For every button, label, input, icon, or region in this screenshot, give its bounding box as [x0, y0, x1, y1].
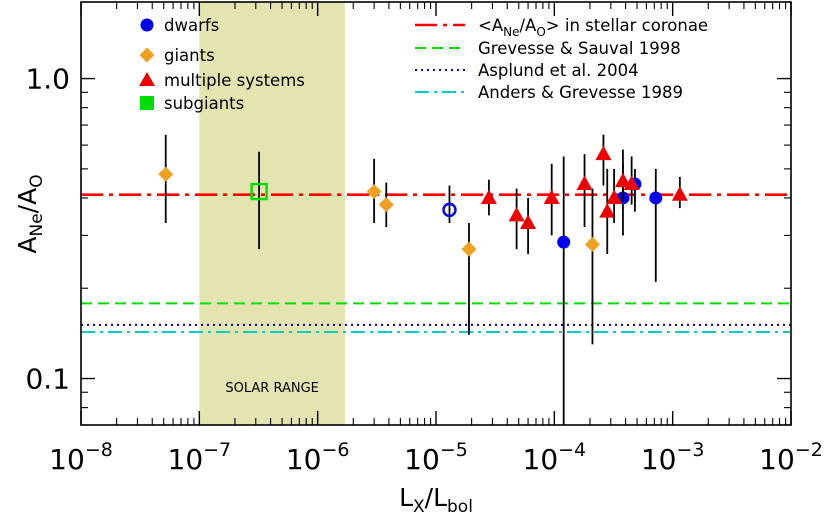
legend-refline-1-label: <ANe/AO> in stellar coronae [478, 16, 708, 39]
legend-dwarfs-marker [140, 18, 154, 32]
y-tick-label: 0.1 [25, 363, 70, 396]
multiple-systems-point-8 [606, 189, 623, 204]
legend-giants-marker [139, 47, 155, 63]
legend-giants-label: giants [164, 46, 215, 65]
y-axis-label: ANe/AO [13, 174, 47, 253]
legend-refline-2-label: Grevesse & Sauval 1998 [478, 39, 681, 58]
multiple-systems-point-10 [623, 175, 640, 191]
legend-multiple-systems-marker [139, 72, 155, 86]
x-axis-label: LX/Lbol [399, 483, 473, 516]
giants-point-5 [584, 236, 600, 252]
legend-refline-3-label: Asplund et al. 2004 [478, 61, 639, 80]
dwarfs-point-2 [557, 235, 571, 249]
multiple-systems-point-6 [595, 145, 612, 161]
x-tick-label: 10−5 [404, 439, 468, 476]
x-tick-label: 10−4 [523, 439, 587, 476]
subgiants-point-1 [250, 182, 268, 201]
multiple-systems-point-1 [480, 189, 497, 204]
dwarfs-point-1 [442, 202, 457, 218]
x-tick-label: 10−2 [759, 439, 823, 476]
legend-subgiants-label: subgiants [164, 94, 244, 113]
x-tick-label: 10−7 [168, 439, 232, 476]
legend-refline-4-label: Anders & Grevesse 1989 [478, 83, 683, 102]
y-tick-label: 1.0 [25, 63, 70, 96]
dwarfs-point-5 [649, 191, 663, 205]
multiple-systems-point-9 [614, 172, 631, 188]
solar-range-label: SOLAR RANGE [225, 381, 319, 396]
legend-dwarfs-label: dwarfs [164, 16, 219, 35]
x-tick-label: 10−3 [641, 439, 705, 476]
x-tick-label: 10−6 [286, 439, 350, 476]
giants-point-3 [378, 197, 394, 213]
legend-subgiants-marker [140, 96, 154, 110]
plot-frame [80, 1, 792, 426]
multiple-systems-point-5 [576, 175, 593, 191]
multiple-systems-point-11 [671, 186, 688, 201]
multiple-systems-point-2 [508, 206, 525, 222]
legend-multiple-systems-label: multiple systems [164, 71, 305, 90]
multiple-systems-point-4 [543, 189, 560, 204]
x-tick-label: 10−8 [49, 439, 113, 476]
giants-point-1 [158, 166, 174, 182]
multiple-systems-point-3 [520, 214, 537, 230]
giants-point-2 [366, 184, 382, 200]
solar-range-band [199, 2, 345, 425]
giants-point-4 [461, 241, 477, 257]
multiple-systems-point-7 [599, 203, 616, 218]
